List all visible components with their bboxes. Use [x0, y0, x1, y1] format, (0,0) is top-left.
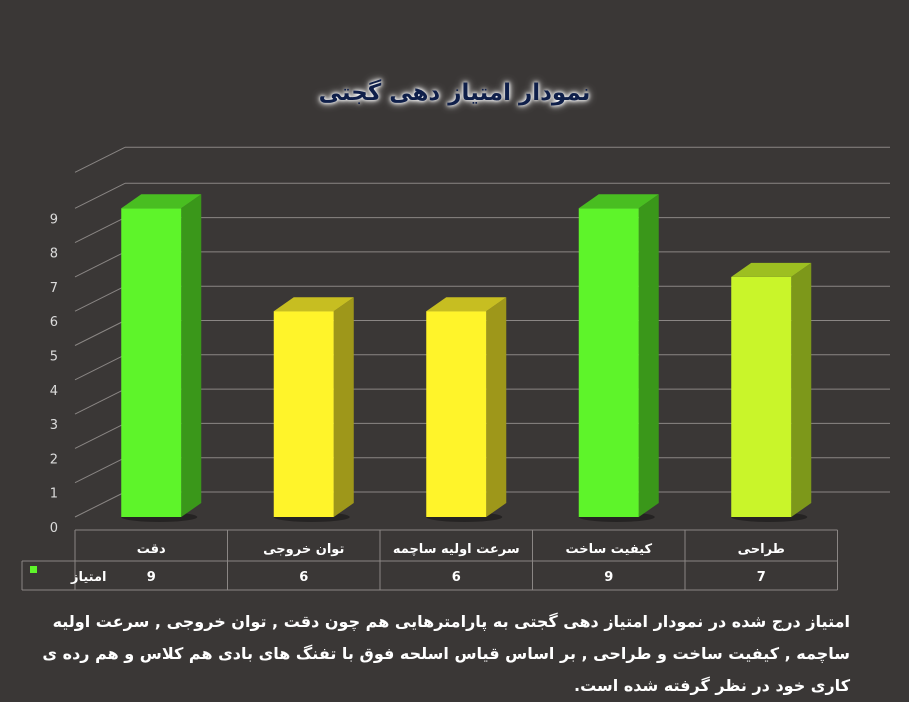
- y-tick-label: 8: [50, 247, 58, 262]
- data-label: 6: [452, 570, 461, 585]
- data-label: 9: [604, 570, 613, 585]
- gridline-side: [74, 457, 126, 484]
- bar: [273, 311, 334, 517]
- y-tick-label: 5: [50, 350, 58, 365]
- gridline-side: [74, 320, 126, 346]
- gridline-side: [74, 422, 126, 449]
- bar-top: [426, 297, 507, 312]
- bar-top: [273, 297, 354, 312]
- bar-side: [333, 297, 354, 517]
- legend-swatch: [30, 566, 37, 573]
- bar-top: [578, 194, 659, 209]
- data-label: 6: [299, 570, 308, 585]
- gridline-side: [74, 146, 126, 173]
- y-tick-label: 2: [50, 452, 58, 467]
- gridline-side: [74, 285, 126, 312]
- gridline-side: [74, 182, 126, 209]
- bar-side: [638, 194, 659, 518]
- x-category-label: توان خروجی: [263, 542, 344, 557]
- bar: [426, 311, 487, 517]
- bar: [731, 276, 792, 517]
- legend-label: امتیاز: [70, 570, 106, 585]
- y-tick-label: 9: [50, 212, 58, 227]
- gridline-side: [74, 251, 126, 278]
- bar-top: [121, 194, 202, 209]
- gridline-side: [74, 354, 126, 381]
- x-category-label: سرعت اولیه ساچمه: [393, 542, 520, 557]
- gridline-side: [74, 217, 126, 244]
- y-tick-label: 7: [50, 281, 58, 296]
- x-category-label: طراحی: [738, 542, 785, 557]
- bar-side: [181, 194, 202, 518]
- y-tick-label: 4: [50, 384, 58, 399]
- x-category-label: دقت: [137, 542, 166, 557]
- bar: [578, 208, 639, 518]
- bar-side: [791, 262, 812, 517]
- gridline-side: [74, 388, 126, 415]
- y-tick-label: 3: [50, 418, 58, 433]
- data-label: 7: [757, 570, 766, 585]
- x-category-label: کیفیت ساخت: [565, 542, 652, 557]
- y-tick-label: 6: [50, 315, 58, 330]
- chart-caption: امتیاز درج شده در نمودار امتیاز دهی گجتی…: [42, 612, 850, 695]
- y-tick-label: 0: [50, 521, 58, 536]
- bar-top: [731, 262, 812, 277]
- y-tick-label: 1: [50, 487, 58, 502]
- chart-title: نمودار امتیاز دهی گجتی: [318, 80, 591, 106]
- bar-side: [486, 297, 507, 517]
- data-label: 9: [147, 570, 156, 585]
- gridline-side: [74, 491, 126, 518]
- bar: [121, 208, 182, 518]
